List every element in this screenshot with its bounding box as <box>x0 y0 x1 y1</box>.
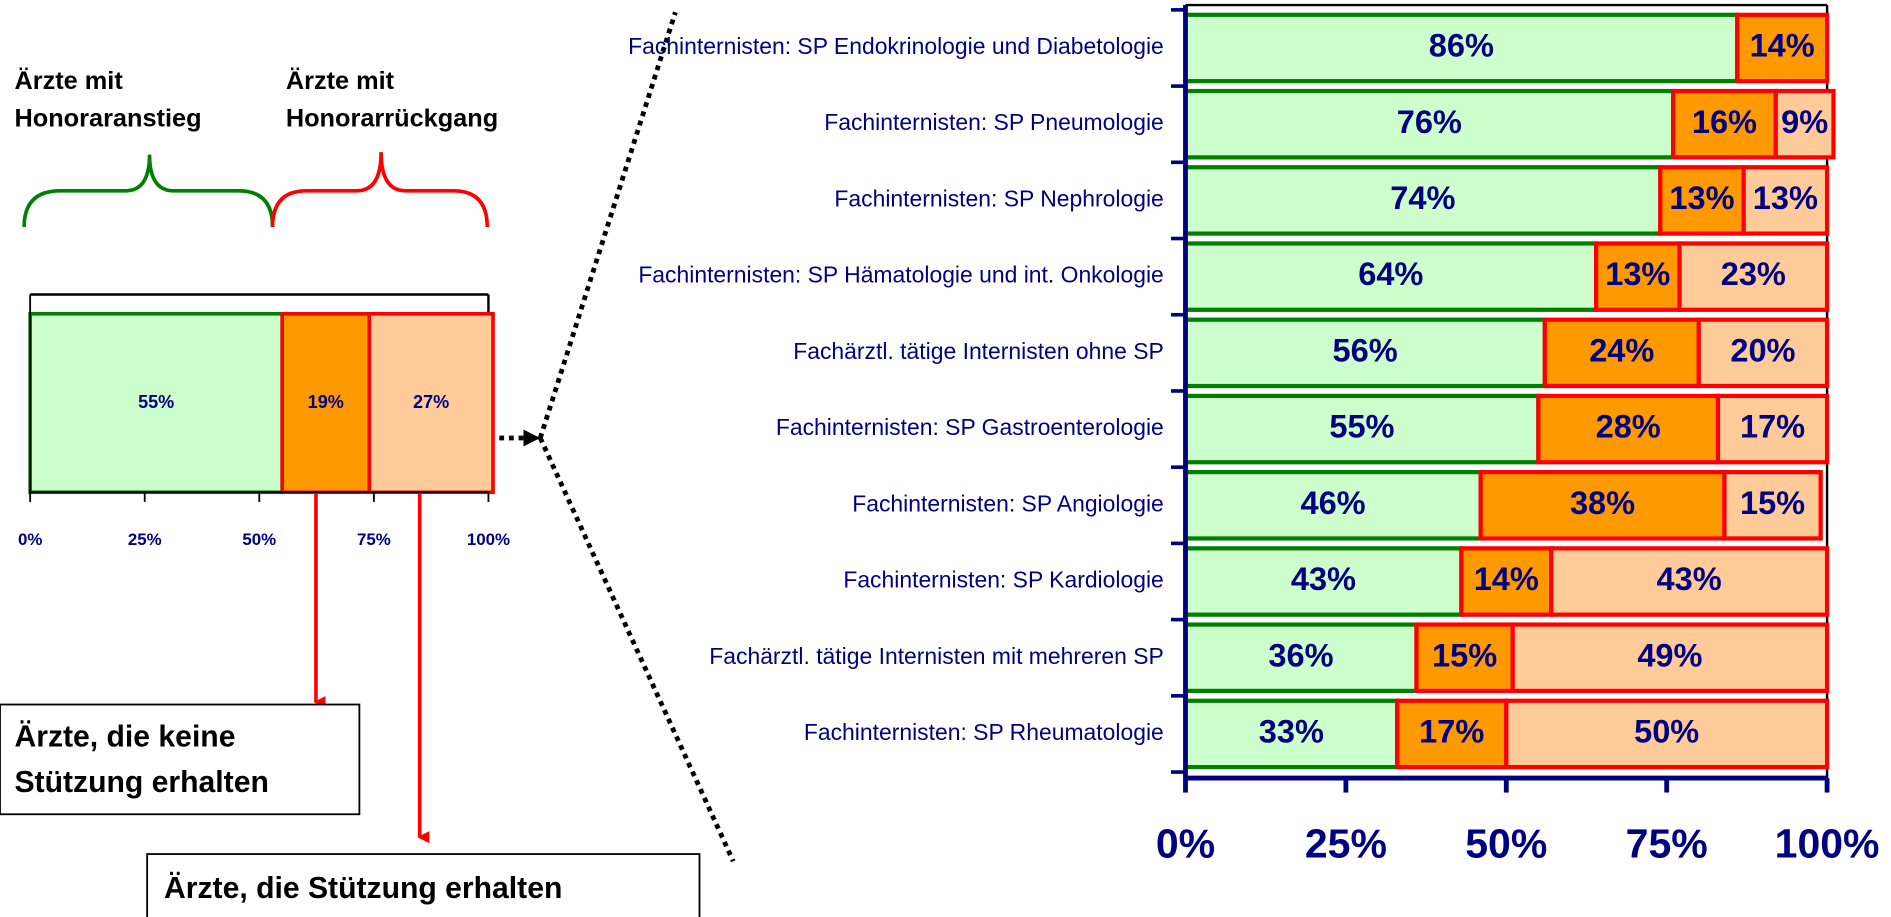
bar-segment <box>1593 241 1682 312</box>
value-label: 19% <box>308 392 344 412</box>
bar-segment <box>1735 12 1830 84</box>
x-tick-label: 0% <box>1156 821 1215 867</box>
value-label: 55% <box>1329 409 1394 445</box>
value-label: 43% <box>1657 561 1722 597</box>
bar-segment <box>1536 393 1721 465</box>
category-label: Fachärztl. tätige Internisten mit mehrer… <box>709 643 1164 669</box>
value-label: 74% <box>1390 180 1455 216</box>
x-tick-label: 75% <box>1626 821 1708 867</box>
category-label: Fachinternisten: SP Pneumologie <box>824 109 1164 135</box>
category-label: Fachinternisten: SP Nephrologie <box>834 185 1163 211</box>
value-label: 38% <box>1570 485 1635 521</box>
value-label: 13% <box>1605 256 1670 292</box>
category-label: Fachinternisten: SP Kardiologie <box>843 567 1163 593</box>
value-label: 13% <box>1753 180 1818 216</box>
bar-segment <box>1395 698 1509 770</box>
box <box>146 853 701 917</box>
bar-segment <box>1696 317 1830 389</box>
value-label: 50% <box>1634 714 1699 750</box>
bar-segment <box>1658 165 1746 236</box>
value-label: 27% <box>413 392 449 412</box>
category-label: Fachärztl. tätige Internisten ohne SP <box>793 338 1164 364</box>
value-label: 16% <box>1692 104 1757 140</box>
value-label: 28% <box>1596 409 1661 445</box>
value-label: 86% <box>1429 28 1494 64</box>
value-label: 17% <box>1419 714 1484 750</box>
value-label: 13% <box>1669 180 1734 216</box>
brace-green <box>22 154 275 227</box>
bar-segment <box>1549 546 1830 617</box>
x-tick-label: 50% <box>1465 821 1547 867</box>
x-tick-label: 25% <box>128 530 162 549</box>
connector <box>537 11 678 439</box>
category-label: Fachinternisten: SP Gastroenterologie <box>776 414 1164 440</box>
x-tick-label: 75% <box>357 530 391 549</box>
value-label: 14% <box>1474 561 1539 597</box>
brace-red <box>270 152 490 227</box>
value-label: 24% <box>1589 332 1654 368</box>
bar-segment <box>1183 698 1400 770</box>
value-label: 76% <box>1397 104 1462 140</box>
bar-segment <box>1722 470 1823 541</box>
bar-segment <box>1677 241 1830 312</box>
value-label: 9% <box>1781 104 1828 140</box>
value-label: 17% <box>1740 409 1805 445</box>
x-tick-label: 100% <box>1775 821 1880 867</box>
bar-segment <box>1670 88 1778 160</box>
box-text: Ärzte, die keine <box>14 720 235 753</box>
box-text: Stützung erhalten <box>14 766 268 799</box>
value-label: 15% <box>1740 485 1805 521</box>
category-label: Fachinternisten: SP Angiologie <box>852 490 1164 516</box>
value-label: 46% <box>1300 485 1365 521</box>
value-label: 49% <box>1637 637 1702 673</box>
bar-segment <box>1741 165 1830 236</box>
value-label: 14% <box>1750 28 1815 64</box>
bar-segment <box>1510 622 1830 694</box>
bar-segment <box>1478 470 1727 541</box>
category-label: Fachinternisten: SP Endokrinologie und D… <box>628 33 1164 59</box>
value-label: 55% <box>138 392 174 412</box>
value-label: 33% <box>1259 714 1324 750</box>
x-tick-label: 100% <box>467 530 510 549</box>
bar-segment <box>1504 698 1830 770</box>
bar-segment <box>367 311 495 495</box>
annotation: Ärzte mit <box>14 67 123 95</box>
annotation: Honoraranstieg <box>14 104 201 132</box>
category-label: Fachinternisten: SP Hämatologie und int.… <box>638 262 1163 288</box>
value-label: 64% <box>1358 256 1423 292</box>
category-label: Fachinternisten: SP Rheumatologie <box>804 719 1164 745</box>
value-label: 23% <box>1721 256 1786 292</box>
bar-segment <box>1183 317 1547 389</box>
bar-segment <box>1773 88 1836 160</box>
bar-segment <box>1183 546 1464 617</box>
value-label: 15% <box>1432 637 1497 673</box>
value-label: 36% <box>1268 637 1333 673</box>
annotation: Honorarrückgang <box>286 104 498 132</box>
value-label: 20% <box>1730 332 1795 368</box>
value-label: 56% <box>1333 332 1398 368</box>
box <box>0 703 361 816</box>
bar-segment <box>1183 12 1740 84</box>
value-label: 43% <box>1291 561 1356 597</box>
bar-segment <box>1715 393 1830 465</box>
connector <box>538 436 736 863</box>
box-text: Ärzte, die Stützung erhalten <box>164 872 562 905</box>
x-tick-label: 25% <box>1305 821 1387 867</box>
annotation: Ärzte mit <box>286 67 395 95</box>
x-tick-label: 0% <box>18 530 42 549</box>
x-tick-label: 50% <box>242 530 276 549</box>
